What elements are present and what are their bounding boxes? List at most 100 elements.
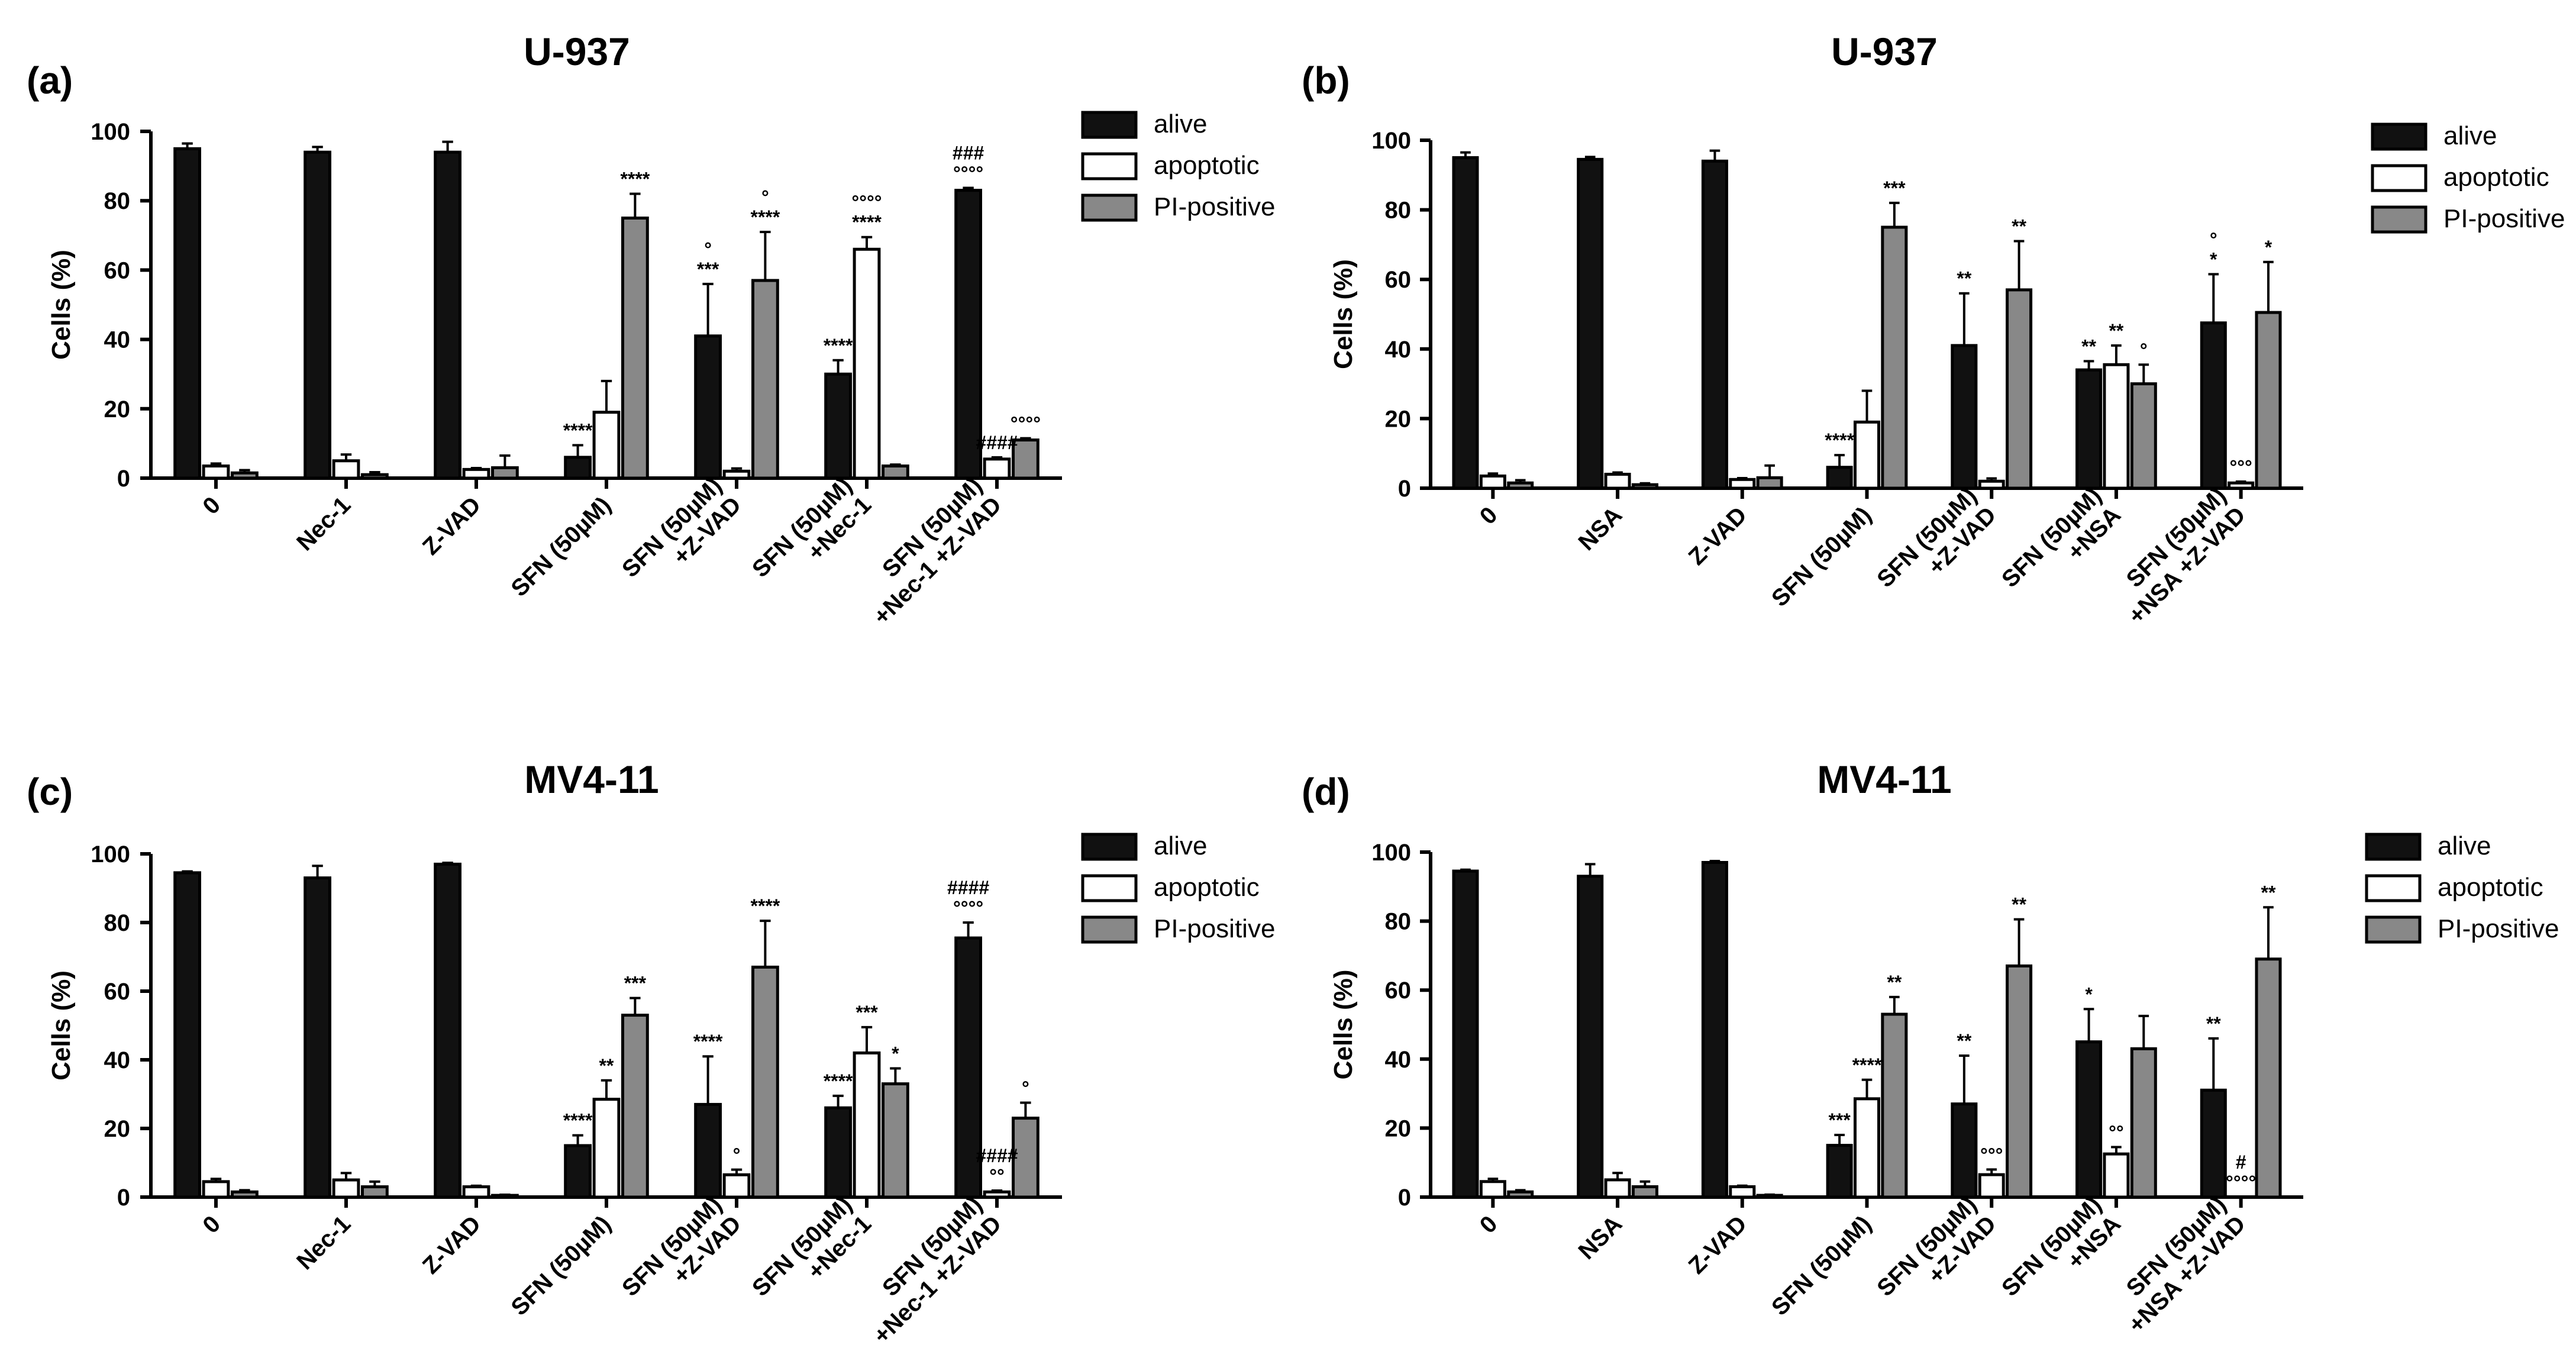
bar-apoptotic — [202, 1180, 230, 1199]
bar-alive — [2200, 1088, 2227, 1199]
x-tick-label: SFN (50µM) — [506, 492, 616, 602]
bar-alive — [564, 456, 592, 480]
significance-label: ** — [599, 1055, 614, 1076]
significance-label: * — [2210, 249, 2217, 270]
significance-label: *** — [856, 1002, 878, 1023]
significance-label: ° — [704, 238, 712, 260]
bar-apoptotic — [1479, 1180, 1506, 1199]
significance-label: °°°° — [953, 897, 983, 918]
bar-pi-positive — [882, 1082, 909, 1199]
legend-swatch — [2365, 833, 2422, 861]
significance-label: *** — [1883, 178, 1906, 199]
bar-pi-positive — [1631, 483, 1658, 490]
y-tick-label: 40 — [104, 1047, 131, 1073]
bar-apoptotic — [1853, 1097, 1881, 1199]
significance-label: °° — [989, 1165, 1005, 1186]
bar-apoptotic — [2103, 363, 2130, 490]
x-tick-label-group: SFN (50µM)+Z-VAD — [1872, 483, 2001, 593]
bar-pi-positive — [2130, 1047, 2157, 1199]
y-tick-label: 40 — [1385, 1047, 1412, 1073]
bar-alive — [1826, 1144, 1853, 1199]
legend-swatch — [2365, 915, 2422, 944]
significance-label: °°° — [2229, 456, 2252, 478]
bar-pi-positive — [2255, 957, 2282, 1199]
bar-apoptotic — [1978, 1173, 2005, 1199]
x-tick-label-group: SFN (50µM) — [1767, 1211, 1877, 1321]
legend-swatch — [1081, 874, 1138, 902]
legend-label: PI-positive — [2438, 914, 2559, 943]
y-tick-label: 0 — [1398, 1185, 1411, 1211]
bar-pi-positive — [882, 464, 909, 480]
significance-label: ° — [2140, 339, 2148, 360]
y-tick-label: 80 — [104, 910, 131, 936]
x-tick-label-group: Nec-1 — [292, 492, 356, 556]
x-tick-label-group: 0 — [198, 492, 225, 520]
significance-label: °°°° — [1011, 413, 1041, 434]
significance-label: **** — [693, 1031, 723, 1052]
significance-label: ° — [2210, 228, 2217, 250]
bar-alive — [954, 936, 982, 1199]
significance-label: °°°° — [851, 192, 882, 213]
bar-alive — [434, 862, 462, 1199]
significance-label: **** — [824, 1070, 853, 1092]
x-tick-label-group: NSA — [1574, 502, 1628, 556]
bar-alive — [564, 1144, 592, 1199]
x-tick-label-group: SFN (50µM)+Z-VAD — [1872, 1192, 2001, 1302]
significance-label: **** — [1852, 1054, 1882, 1076]
significance-label: **** — [852, 212, 882, 233]
legend-label: PI-positive — [1154, 914, 1275, 943]
bar-alive — [304, 150, 332, 480]
bar-pi-positive — [621, 217, 649, 480]
y-tick-label: 80 — [1385, 909, 1412, 935]
bar-pi-positive — [1631, 1185, 1658, 1199]
bar-apoptotic — [1604, 472, 1631, 490]
legend-label: apoptotic — [1154, 151, 1260, 180]
bar-pi-positive — [621, 1014, 649, 1199]
bar-alive — [173, 147, 202, 480]
y-tick-label: 40 — [104, 327, 131, 353]
panel-label: (c) — [27, 770, 73, 813]
legend-label: apoptotic — [2443, 163, 2549, 192]
bar-alive — [954, 189, 982, 480]
significance-label: # — [2236, 1152, 2246, 1173]
bar-apoptotic — [722, 469, 751, 480]
chart-panel: (a) U-937 0 20 40 60 80 100 Cells (%) 0 Nec-1 Z-VAD… — [27, 30, 1275, 630]
bar-alive — [2200, 321, 2227, 490]
chart-title: U-937 — [524, 30, 630, 73]
bar-pi-positive — [1012, 1117, 1040, 1199]
significance-label: ** — [2109, 320, 2123, 341]
y-tick-label: 60 — [1385, 267, 1412, 293]
chart-title: U-937 — [1831, 30, 1938, 73]
legend-swatch — [2371, 164, 2427, 192]
chart-title: MV4-11 — [1817, 757, 1951, 801]
y-tick-label: 60 — [104, 979, 131, 1005]
x-tick-label: SFN (50µM) — [1767, 1211, 1877, 1321]
bar-alive — [304, 876, 332, 1199]
significance-label: **** — [1825, 430, 1854, 451]
x-tick-label-group: 0 — [1475, 502, 1503, 530]
legend-swatch — [1081, 152, 1138, 180]
bar-apoptotic — [462, 467, 490, 480]
significance-label: °° — [2109, 1121, 2124, 1143]
significance-label: ** — [2081, 336, 2096, 357]
significance-label: *** — [697, 259, 719, 280]
legend-swatch — [1081, 193, 1138, 222]
significance-label: °°°° — [2226, 1172, 2256, 1193]
bar-pi-positive — [231, 471, 259, 480]
significance-label: ** — [1957, 268, 1971, 289]
x-tick-label: SFN (50µM) — [506, 1211, 616, 1321]
x-tick-label-group: SFN (50µM)+NSA +Z-VAD — [2122, 483, 2251, 630]
x-tick-label-group: SFN (50µM)+NSA +Z-VAD — [2122, 1192, 2251, 1339]
legend-swatch — [2365, 874, 2422, 902]
legend-label: alive — [2438, 831, 2491, 860]
legend-label: PI-positive — [1154, 192, 1275, 221]
legend-label: alive — [1154, 109, 1208, 138]
y-tick-label: 20 — [104, 396, 131, 423]
y-tick-label: 40 — [1385, 337, 1412, 363]
bar-apoptotic — [1729, 1185, 1756, 1199]
significance-label: **** — [750, 207, 780, 228]
significance-label: * — [2265, 237, 2272, 258]
x-tick-label: NSA — [1574, 502, 1628, 556]
